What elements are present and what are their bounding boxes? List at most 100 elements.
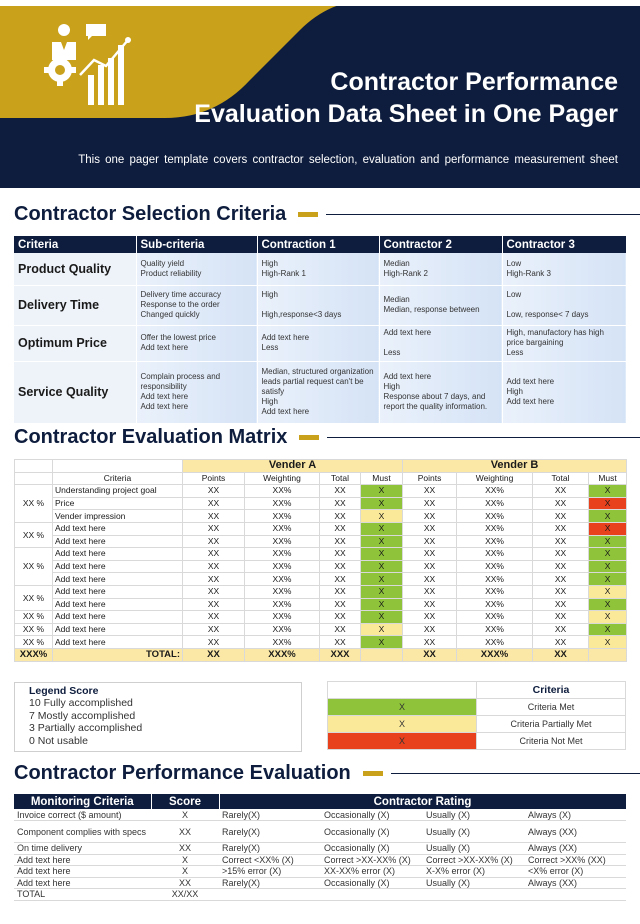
vendor-b-cell: XX	[532, 635, 590, 649]
vendor-b-cell: XX	[402, 635, 458, 649]
matrix-row: Add text here XX XX% XX X XX XX% XX X	[15, 559, 628, 574]
cell-line: Less	[383, 348, 401, 357]
rating-cell: Correct >XX-XX% (X)	[321, 854, 423, 866]
cell-line: Low, response< 7 days	[506, 310, 589, 319]
vendor-b-must-cell: X	[588, 635, 628, 649]
vendor-a-cell: XX	[182, 584, 245, 599]
selection-title: Contractor Selection Criteria	[14, 203, 287, 225]
score-cell: XX	[151, 842, 219, 855]
rating-cell: Usually (X)	[423, 877, 525, 889]
col-sub-criteria: Sub-criteria	[136, 236, 258, 253]
vendor-a-cell: XX	[319, 521, 361, 536]
vendor-b-must-cell: X	[588, 597, 628, 612]
vendor-b-cell: XX%	[456, 547, 534, 561]
vendor-b-cell: XX	[532, 534, 590, 549]
criteria-cell: Service Quality	[14, 361, 137, 424]
vendor-a-cell: XX	[319, 610, 361, 624]
vendor-b-cell: XX	[532, 521, 590, 536]
criteria-key-swatch: X	[327, 698, 477, 716]
contractor-2-cell: Median High-Rank 2	[379, 253, 503, 286]
vendor-a-cell: XX	[182, 484, 245, 498]
vendor-b-total: XXX%	[456, 647, 534, 662]
vendor-a-cell: XX	[182, 559, 245, 574]
vendor-a-total-blank	[359, 647, 404, 662]
score-cell: XX/XX	[151, 888, 219, 901]
score-cell: XX	[151, 820, 219, 843]
a-points-header: Points	[182, 471, 245, 486]
title-line-2: Evaluation Data Sheet in One Pager	[194, 100, 618, 128]
matrix-row: XX % Add text here XX XX% XX X XX XX% XX X	[14, 635, 628, 649]
vendor-a-cell: XX%	[244, 584, 320, 599]
matrix-criteria-header: Criteria	[52, 471, 183, 486]
vendor-a-cell: XX%	[244, 496, 320, 511]
total-percent: XXX%	[14, 647, 53, 662]
vendor-a-header: Vender A	[181, 459, 404, 473]
vendor-b-cell: XX%	[456, 534, 534, 549]
matrix-criteria-cell: Add text here	[52, 584, 183, 599]
vendor-b-cell: XX	[402, 622, 458, 637]
vendor-b-cell: XX	[532, 572, 590, 586]
matrix-row: XX % Add text here XX XX% XX X XX XX% XX X	[14, 622, 628, 637]
vendor-a-cell: XX	[182, 597, 245, 612]
matrix-criteria-cell: Add text here	[52, 559, 183, 574]
matrix-row: Vender impression XX XX% XX X XX XX% XX X	[15, 509, 628, 523]
title-line-1: Contractor Performance	[330, 68, 618, 96]
matrix-row: Add text here XX XX% XX X XX XX% XX X	[15, 572, 628, 586]
vendor-a-cell: XX%	[244, 534, 320, 549]
cell-line: High,response<3 days	[261, 310, 342, 319]
col-contractor-rating: Contractor Rating	[219, 794, 627, 809]
vendor-b-cell: XX	[402, 534, 458, 549]
vendor-a-cell: XX	[319, 547, 361, 561]
performance-row: Invoice correct ($ amount) X Rarely(X) Occa…	[14, 809, 626, 821]
group-weight-cell: XX %	[14, 635, 53, 649]
matrix-criteria-cell: Add text here	[52, 521, 183, 536]
vendor-a-must-cell: X	[359, 484, 404, 498]
cell-line: High	[506, 387, 523, 396]
cell-line: Response to the order	[140, 300, 220, 309]
heading-rule	[326, 213, 640, 216]
vendor-b-cell: XX	[402, 547, 458, 561]
criteria-key-row: X Criteria Partially Met	[327, 715, 626, 733]
legend-item: 10 Fully accomplished	[29, 697, 133, 709]
col-score: Score	[151, 794, 220, 809]
vendor-b-header: Vender B	[402, 459, 628, 473]
cell-line: Add text here	[383, 372, 432, 381]
col-contractor-3: Contractor 3	[502, 236, 627, 253]
vendor-a-cell: XX	[319, 597, 361, 612]
heading-rule	[327, 436, 640, 439]
monitoring-criteria-cell: Invoice correct ($ amount)	[14, 809, 151, 821]
vendor-b-cell: XX%	[456, 597, 534, 612]
matrix-heading: Contractor Evaluation Matrix	[14, 426, 640, 449]
score-cell: X	[151, 809, 219, 821]
rating-cell: Occasionally (X)	[321, 877, 423, 889]
matrix-criteria-cell: Vender impression	[52, 509, 183, 523]
vendor-b-cell: XX%	[456, 572, 534, 586]
group-weight-cell: XX %	[14, 484, 53, 523]
vendor-a-cell: XX	[182, 534, 245, 549]
vendor-a-cell: XX%	[244, 547, 320, 561]
selection-table: Criteria Sub-criteria Contraction 1 Cont…	[14, 236, 627, 424]
heading-accent-bar	[299, 435, 320, 440]
vendor-a-must-cell: X	[359, 559, 404, 574]
legend-item: 3 Partially accomplished	[29, 722, 143, 734]
header-banner: Contractor Performance Evaluation Data S…	[0, 0, 640, 188]
cell-line: Median, structured organization leads pa…	[261, 367, 374, 396]
vendor-a-cell: XX	[319, 559, 361, 574]
vendor-a-cell: XX	[319, 572, 361, 586]
matrix-row: Price XX XX% XX X XX XX% XX X	[15, 496, 628, 511]
contractor-3-cell: Low High-Rank 3	[502, 253, 627, 286]
matrix-row: Add text here XX XX% XX X XX XX% XX X	[15, 534, 628, 549]
rating-cell	[525, 888, 626, 901]
matrix-row: XX % Add text here XX XX% XX X XX XX% XX X	[14, 521, 628, 549]
cell-line: Product reliability	[140, 268, 202, 278]
rating-cell: X-X% error (X)	[423, 865, 525, 878]
matrix-row: XX % Understanding project goal XX XX% XX X XX…	[14, 484, 628, 523]
vendor-a-cell: XX	[319, 635, 361, 649]
criteria-key-label: Criteria Not Met	[476, 732, 626, 750]
cell-line: High-Rank 3	[506, 268, 551, 278]
vendor-b-total: XX	[402, 647, 458, 662]
b-must-header: Must	[588, 471, 628, 486]
rating-cell	[321, 888, 423, 901]
performance-table: Monitoring Criteria Score Contractor Rat…	[14, 794, 627, 901]
vendor-a-must-cell: X	[359, 547, 404, 561]
